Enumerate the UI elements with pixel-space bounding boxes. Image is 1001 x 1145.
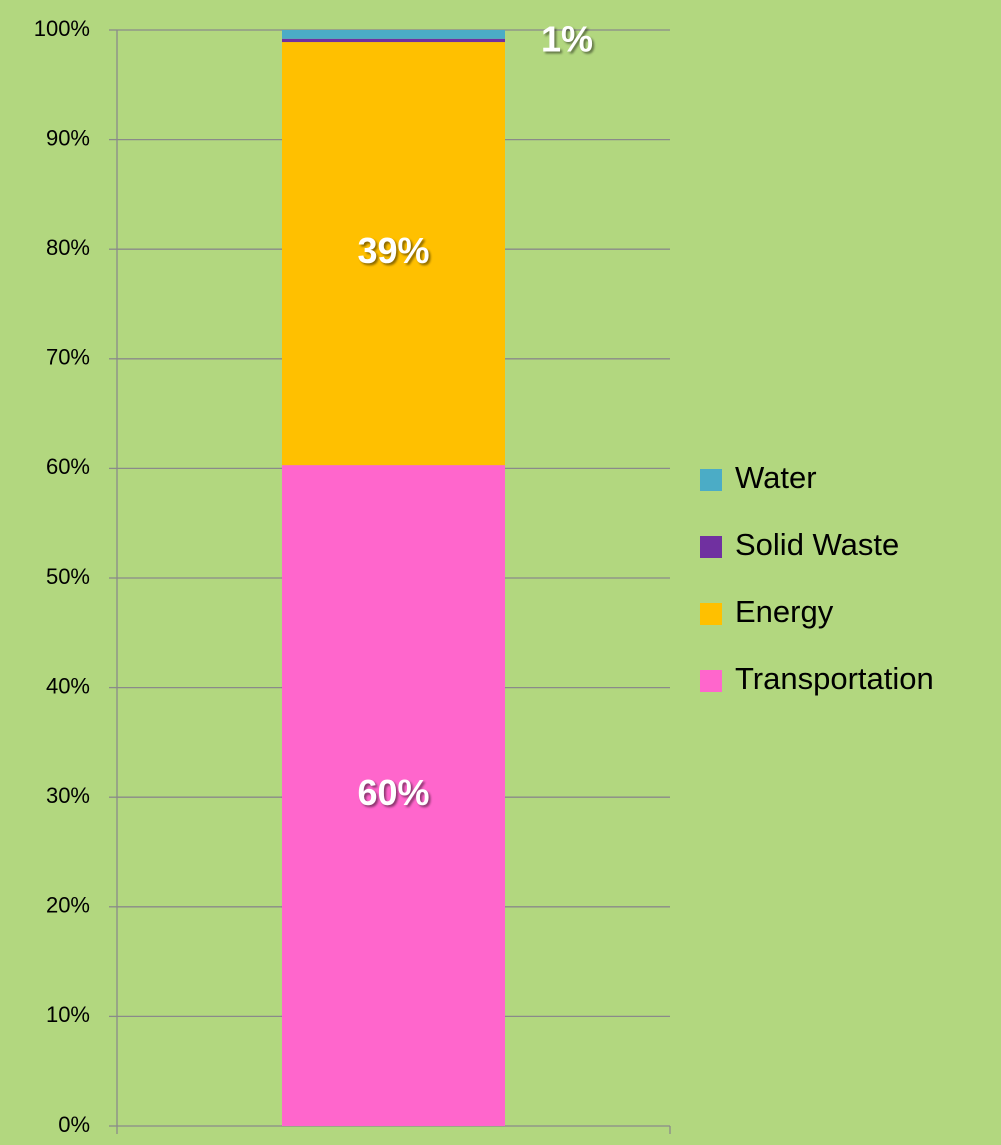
y-tick-label: 70% — [46, 345, 90, 370]
data-label: 60% — [357, 772, 429, 813]
bar-segment — [282, 30, 505, 39]
y-tick-label: 20% — [46, 893, 90, 918]
legend-swatch — [700, 603, 722, 625]
y-tick-label: 80% — [46, 235, 90, 260]
y-tick-label: 30% — [46, 783, 90, 808]
legend-swatch — [700, 469, 722, 491]
x-tick-label: Emissions Reductions — [285, 1142, 501, 1145]
data-label: 1% — [541, 19, 593, 60]
data-label: 39% — [357, 230, 429, 271]
legend-swatch — [700, 536, 722, 558]
y-tick-label: 0% — [58, 1112, 90, 1137]
bar-segment — [282, 38, 505, 43]
y-tick-label: 60% — [46, 454, 90, 479]
y-tick-label: 40% — [46, 673, 90, 698]
bar-segment — [282, 42, 505, 466]
y-tick-label: 100% — [34, 16, 90, 41]
legend-label: Energy — [735, 594, 834, 629]
legend-swatch — [700, 670, 722, 692]
legend-label: Transportation — [735, 661, 934, 696]
bar-segment — [282, 465, 505, 1126]
y-tick-label: 10% — [46, 1002, 90, 1027]
legend-label: Water — [735, 460, 817, 495]
y-tick-label: 90% — [46, 125, 90, 150]
y-tick-label: 50% — [46, 564, 90, 589]
legend-label: Solid Waste — [735, 527, 899, 562]
